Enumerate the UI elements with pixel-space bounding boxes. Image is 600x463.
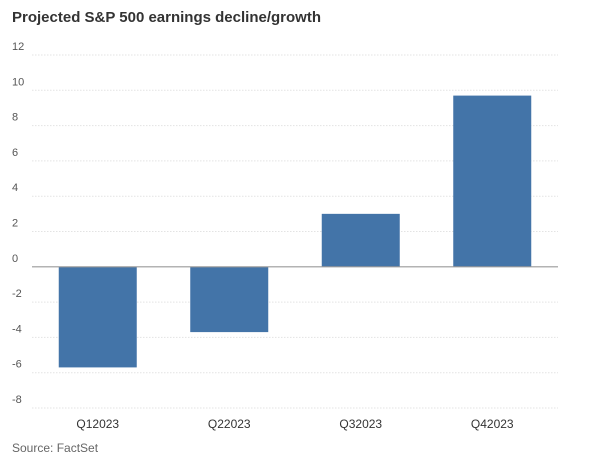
bar-Q22023: [190, 266, 269, 333]
y-tick-label: -4: [12, 323, 22, 335]
bar-Q42023: [453, 95, 532, 267]
y-tick-label: 6: [12, 147, 18, 159]
bar-Q12023: [58, 266, 137, 368]
y-tick-label: 2: [12, 218, 18, 230]
y-tick-label: 10: [12, 76, 24, 88]
y-tick-label: 4: [12, 182, 18, 194]
x-category-label: Q22023: [208, 417, 251, 431]
x-category-label: Q32023: [339, 417, 382, 431]
bars: [58, 95, 532, 368]
y-tick-label: -6: [12, 359, 22, 371]
x-category-label: Q42023: [471, 417, 514, 431]
y-tick-label: 0: [12, 253, 18, 265]
y-axis-tick-labels: -8 -6 -4 -2 0 2 4 6 8 10 12: [12, 41, 24, 406]
y-tick-label: -8: [12, 394, 22, 406]
y-tick-label: -2: [12, 288, 22, 300]
y-tick-label: 8: [12, 112, 18, 124]
x-category-label: Q12023: [76, 417, 119, 431]
source-note: Source: FactSet: [12, 441, 99, 455]
chart-title: Projected S&P 500 earnings decline/growt…: [12, 9, 321, 26]
bar-Q32023: [321, 213, 400, 267]
x-axis-category-labels: Q12023 Q22023 Q32023 Q42023: [76, 417, 514, 431]
y-tick-label: 12: [12, 41, 24, 53]
